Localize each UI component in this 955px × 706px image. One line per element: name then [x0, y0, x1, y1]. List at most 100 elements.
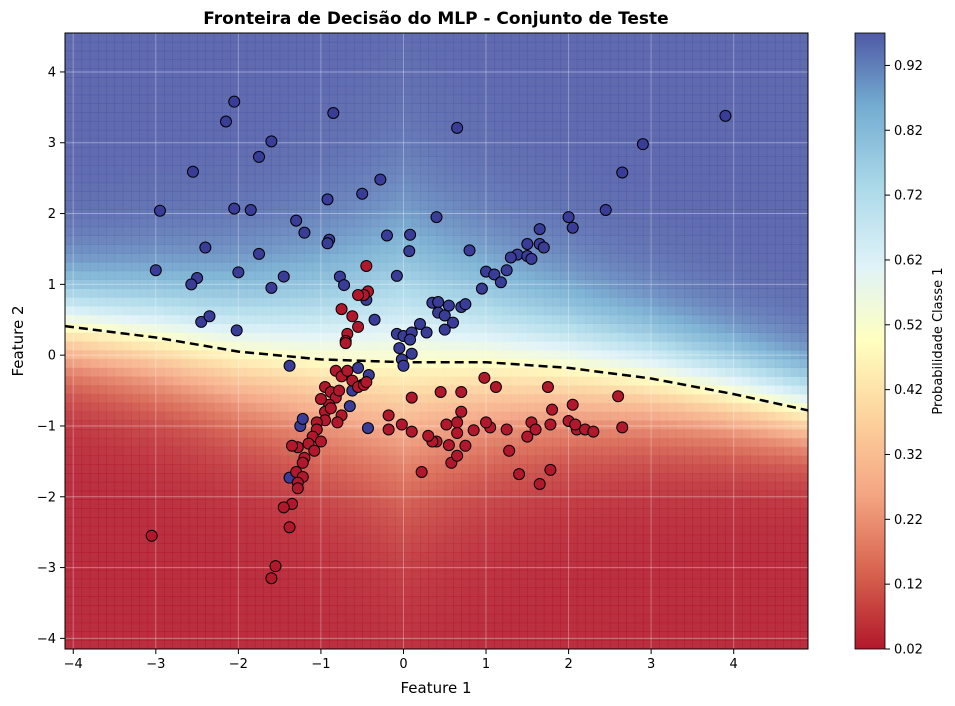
contour-cell [312, 209, 322, 219]
contour-cell [271, 332, 281, 342]
contour-cell [279, 68, 289, 78]
contour-cell [98, 499, 107, 509]
contour-cell [395, 121, 405, 131]
contour-cell [345, 508, 355, 518]
contour-cell [362, 235, 372, 245]
contour-cell [238, 481, 248, 492]
contour-cell [519, 455, 528, 465]
contour-cell [114, 499, 124, 509]
contour-cell [477, 596, 487, 606]
contour-cell [172, 411, 182, 421]
contour-cell [246, 244, 256, 254]
contour-cell [139, 631, 149, 641]
contour-cell [81, 376, 91, 386]
contour-cell [601, 279, 611, 289]
contour-cell [453, 77, 462, 87]
contour-cell [89, 376, 99, 386]
contour-cell [378, 200, 388, 210]
contour-cell [386, 393, 396, 404]
contour-cell [353, 341, 363, 351]
contour-cell [287, 173, 297, 184]
contour-cell [634, 235, 644, 245]
contour-cell [205, 640, 215, 649]
contour-cell [609, 314, 619, 324]
contour-cell [461, 525, 471, 536]
contour-cell [618, 191, 627, 201]
contour-cell [486, 473, 495, 483]
contour-cell [428, 138, 438, 148]
contour-cell [378, 437, 388, 448]
contour-cell [510, 385, 520, 395]
contour-cell [345, 191, 355, 201]
contour-cell [246, 464, 256, 474]
contour-cell [221, 499, 231, 509]
contour-cell [213, 156, 223, 166]
contour-cell [213, 587, 223, 597]
contour-cell [535, 429, 545, 439]
contour-cell [131, 578, 140, 588]
contour-cell [89, 173, 99, 184]
contour-cell [312, 385, 322, 395]
contour-cell [461, 640, 471, 649]
contour-cell [98, 490, 107, 500]
contour-cell [89, 622, 99, 632]
contour-cell [180, 376, 190, 386]
contour-cell [535, 50, 545, 60]
contour-cell [114, 596, 124, 606]
contour-cell [560, 59, 570, 69]
contour-cell [362, 165, 372, 175]
contour-cell [378, 182, 388, 192]
contour-cell [593, 578, 603, 588]
contour-cell [131, 358, 140, 368]
contour-cell [477, 499, 487, 509]
contour-cell [188, 94, 198, 104]
contour-cell [618, 182, 627, 192]
contour-cell [634, 305, 644, 316]
contour-cell [122, 279, 132, 289]
contour-cell [139, 217, 149, 228]
contour-cell [197, 305, 206, 316]
contour-cell [370, 33, 380, 43]
contour-cell [543, 182, 553, 192]
contour-cell [155, 393, 165, 404]
contour-cell [593, 200, 603, 210]
contour-cell [205, 499, 215, 509]
contour-cell [89, 543, 99, 553]
contour-cell [304, 209, 314, 219]
contour-cell [106, 156, 116, 166]
contour-cell [98, 235, 107, 245]
contour-cell [263, 147, 272, 157]
contour-cell [172, 605, 182, 615]
contour-cell [453, 490, 462, 500]
contour-cell [609, 622, 619, 632]
contour-cell [601, 147, 611, 157]
contour-cell [419, 138, 429, 148]
contour-cell [411, 41, 421, 52]
contour-cell [560, 455, 570, 465]
contour-cell [461, 182, 471, 192]
contour-cell [73, 209, 83, 219]
contour-cell [147, 77, 157, 87]
contour-cell [378, 33, 388, 43]
contour-cell [73, 640, 83, 649]
contour-cell [246, 393, 256, 404]
contour-cell [593, 244, 603, 254]
contour-cell [337, 552, 347, 562]
contour-cell [601, 402, 611, 412]
contour-cell [312, 517, 322, 527]
contour-cell [428, 631, 438, 641]
contour-cell [552, 121, 561, 131]
contour-cell [386, 288, 396, 298]
contour-cell [552, 473, 561, 483]
contour-cell [535, 182, 545, 192]
contour-cell [634, 569, 644, 580]
contour-cell [221, 561, 231, 571]
contour-cell [164, 358, 173, 368]
contour-cell [469, 253, 479, 263]
contour-cell [461, 464, 471, 474]
contour-cell [626, 323, 636, 333]
contour-cell [593, 288, 603, 298]
contour-cell [568, 270, 578, 280]
contour-cell [609, 165, 619, 175]
